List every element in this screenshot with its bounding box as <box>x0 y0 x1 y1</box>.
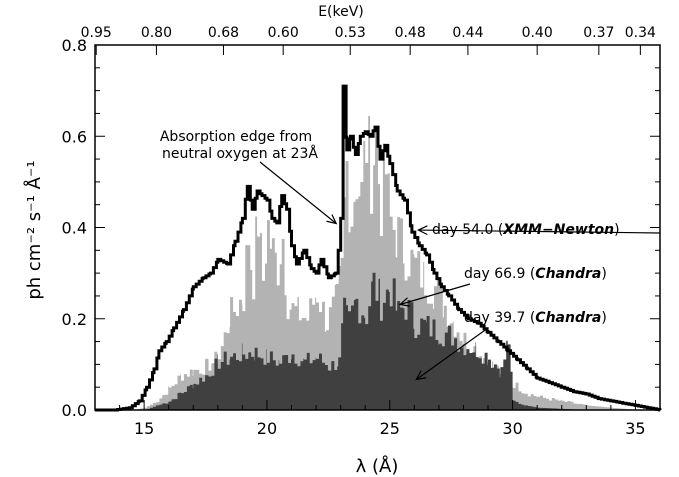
series-layer <box>95 84 662 412</box>
top-tick-label: 0.60 <box>268 25 299 41</box>
top-tick-label: 0.40 <box>522 25 553 41</box>
top-tick-label: 0.95 <box>81 25 112 41</box>
x-axis-title: λ (Å) <box>356 455 399 477</box>
top-tick-label: 0.80 <box>141 25 172 41</box>
series-line-0 <box>95 84 662 412</box>
annotation-chandra39-label: day 39.7 (Chandra) <box>464 310 607 326</box>
x-tick-label: 15 <box>134 419 154 438</box>
annotation-chandra39-arrow-head <box>415 370 427 381</box>
series-area-2 <box>95 272 660 410</box>
top-tick-label: 0.44 <box>452 25 483 41</box>
x-tick-label: 20 <box>257 419 277 438</box>
annotation-xmm-arrow-head <box>416 225 428 236</box>
top-tick-label: 0.34 <box>625 25 656 41</box>
annotation-chandra66-arrow <box>399 283 471 306</box>
annotation-xmm-label: day 54.0 (XMM−Newton) <box>432 222 620 238</box>
series-area-1 <box>95 116 660 410</box>
top-tick-label: 0.68 <box>208 25 239 41</box>
x-tick-label: 35 <box>625 419 645 438</box>
annotation-edge-line2: neutral oxygen at 23Å <box>162 145 318 162</box>
y-tick-label: 0.2 <box>62 310 87 329</box>
top-axis-title: E(keV) <box>318 4 364 20</box>
annotation-edge-arrow <box>259 161 337 224</box>
y-tick-label: 0.8 <box>62 36 87 55</box>
top-tick-label: 0.53 <box>335 25 366 41</box>
annotation-edge-line1: Absorption edge from <box>160 129 312 145</box>
annotation-xmm-arrow <box>418 229 661 234</box>
axes-layer: 15 20 25 30 35 0.0 0.2 0.4 0.6 0.80.95 0.80 0.68 0.6… <box>62 25 661 438</box>
y-tick-label: 0.0 <box>62 401 87 420</box>
y-tick-label: 0.6 <box>62 127 87 146</box>
x-tick-label: 30 <box>502 419 522 438</box>
annotation-chandra66-arrow-head <box>398 297 411 307</box>
annotation-chandra39-arrow <box>415 327 489 380</box>
annotation-chandra66-label: day 66.9 (Chandra) <box>464 266 607 282</box>
top-tick-label: 0.48 <box>395 25 426 41</box>
y-tick-label: 0.4 <box>62 219 87 238</box>
annotation-edge-arrow-head <box>326 214 338 225</box>
top-tick-label: 0.37 <box>583 25 614 41</box>
x-tick-label: 25 <box>380 419 400 438</box>
y-axis-title: ph cm⁻² s⁻¹ Å⁻¹ <box>23 160 45 299</box>
